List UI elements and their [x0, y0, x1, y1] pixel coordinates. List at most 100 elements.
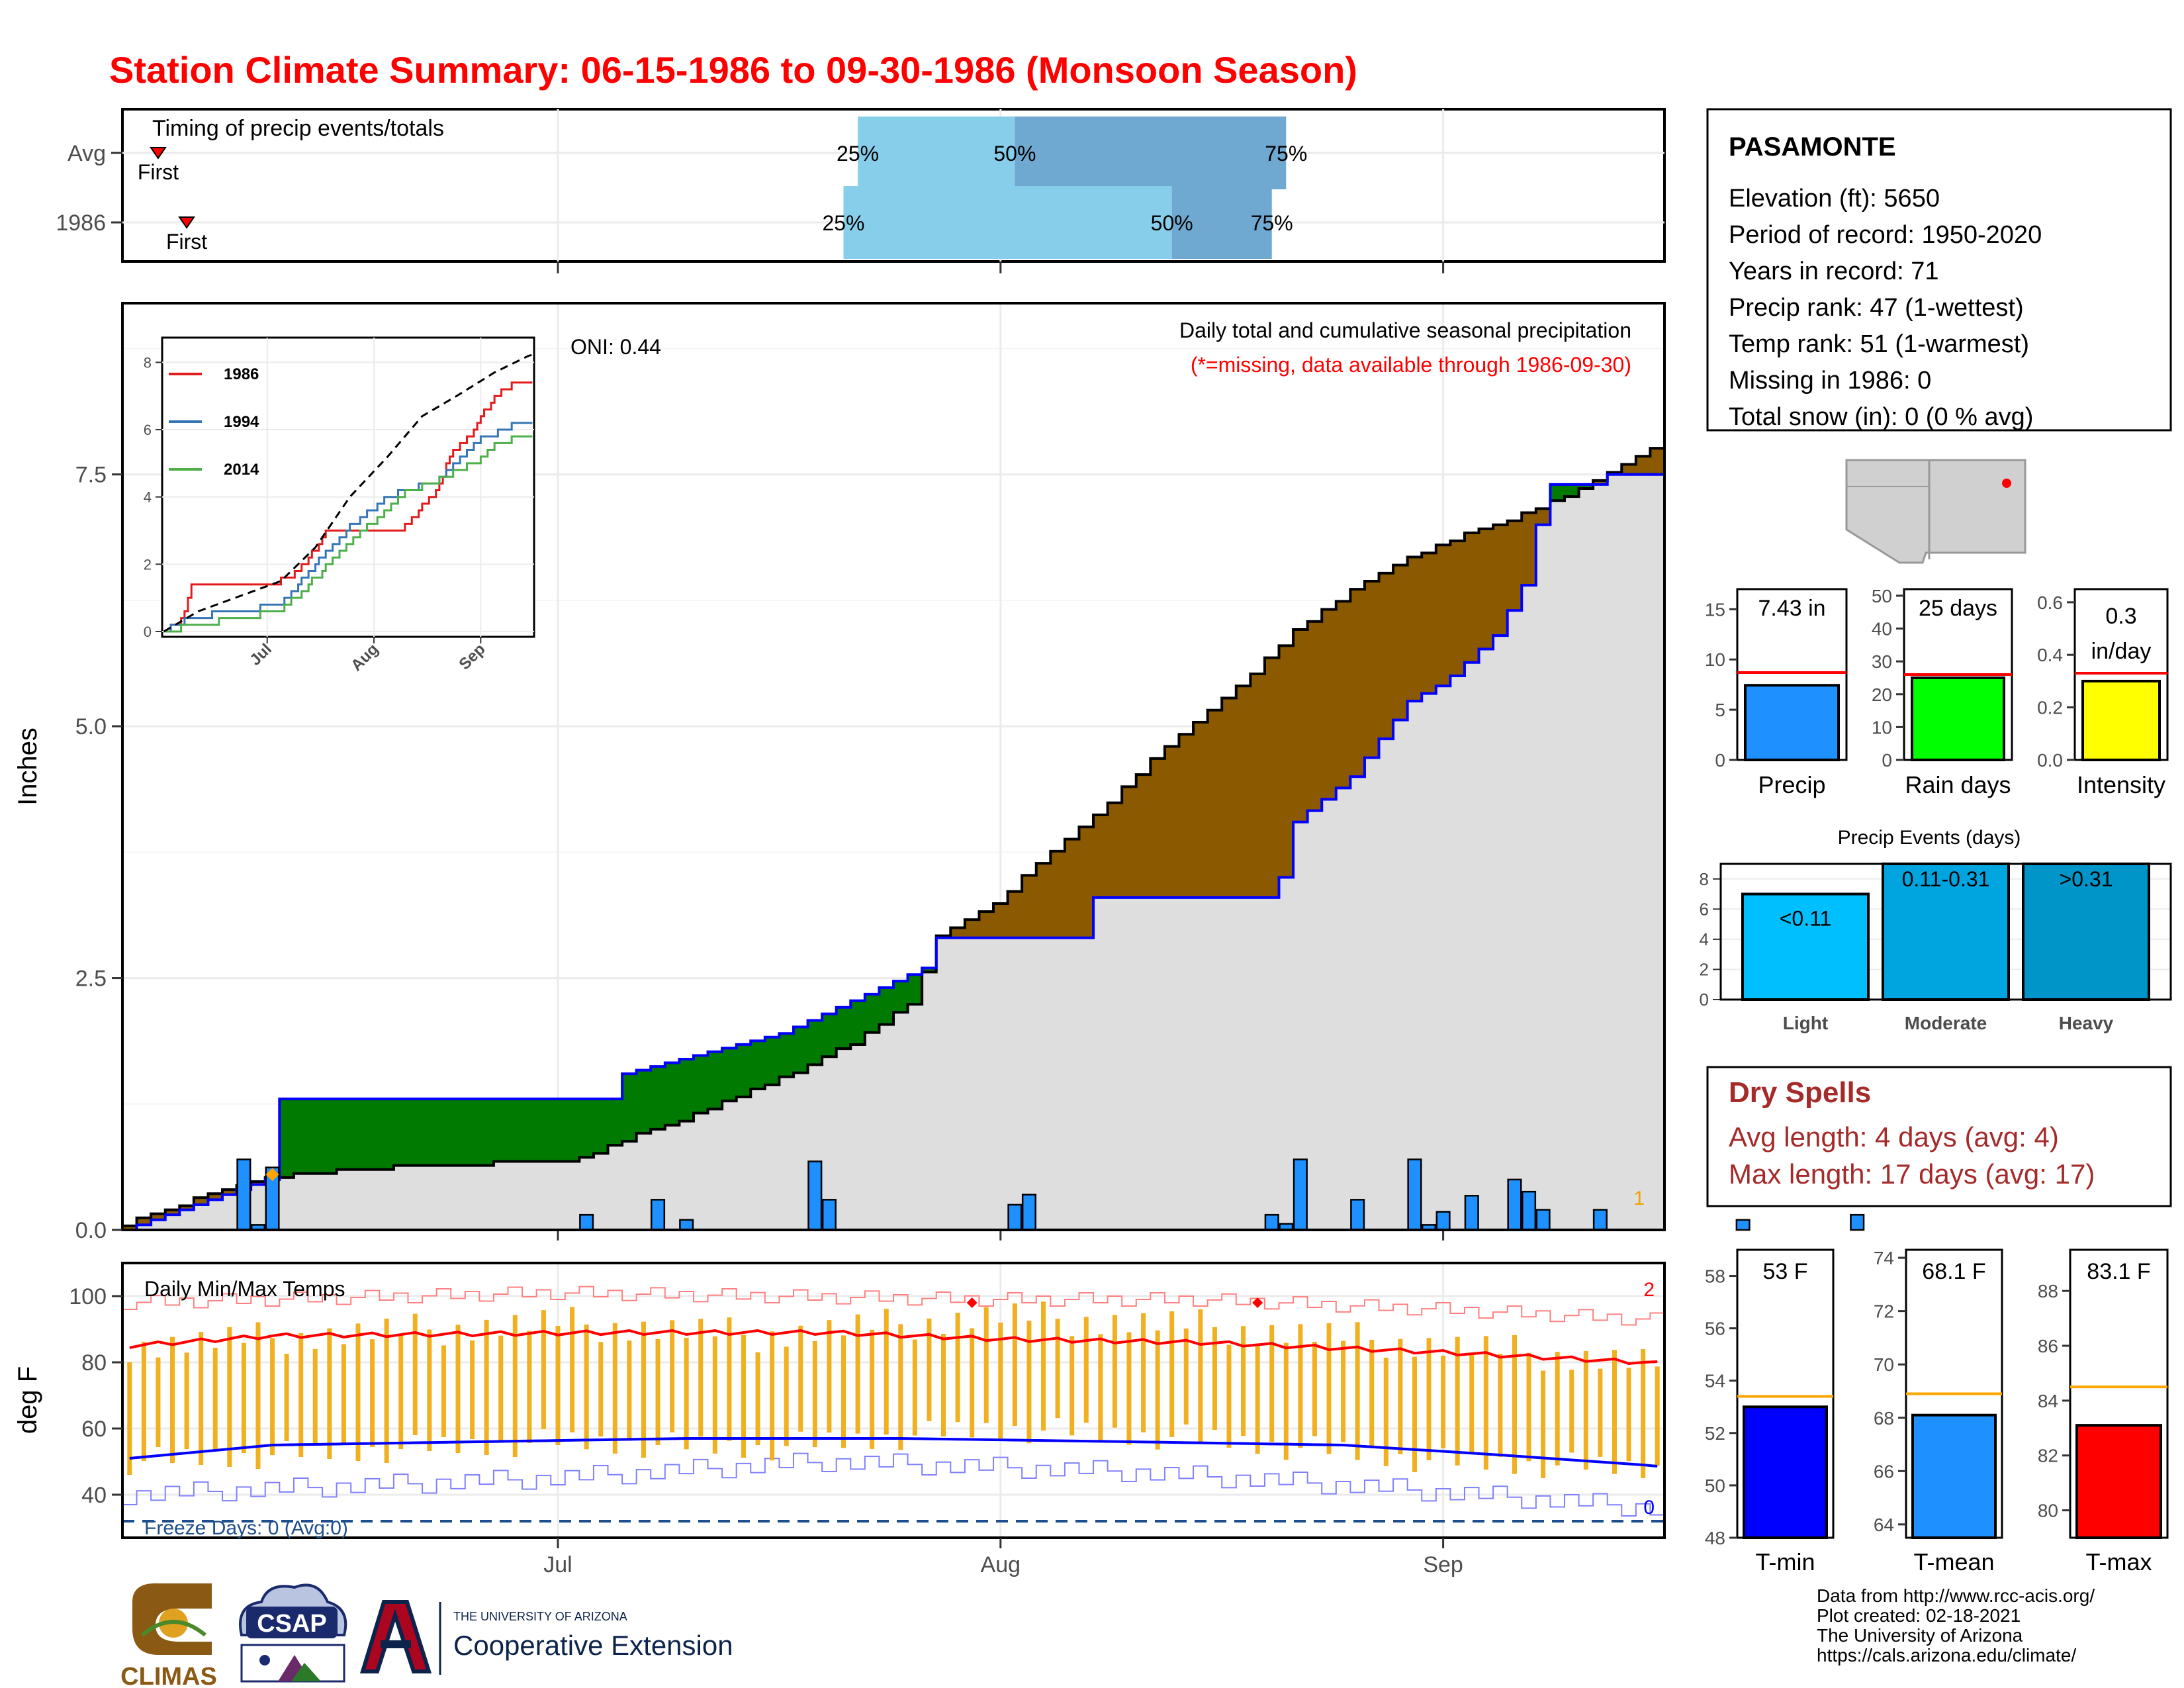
footer-university: The University of Arizona [1817, 1625, 2023, 1646]
inset-y-tick-label-1: 2 [144, 556, 152, 573]
inset-y-tick-label-4: 8 [144, 354, 152, 371]
station-years: Years in record: 71 [1729, 258, 1939, 285]
station-info-frame [1706, 108, 2172, 432]
footer-url: https://cals.arizona.edu/climate/ [1817, 1645, 2076, 1665]
first-event-marker-1 [178, 216, 195, 229]
temp-summary-tick-label-1-4: 72 [1874, 1301, 1894, 1322]
events-tick-label-3: 6 [1700, 899, 1709, 919]
summary-bar-0 [1744, 684, 1840, 761]
daily-precip-bar-23 [1850, 1213, 1865, 1231]
footer-plot-created: Plot created: 02-18-2021 [1817, 1605, 2021, 1626]
temp-y-tick-label-3: 100 [69, 1284, 107, 1309]
temp-x-tick-label-2: Sep [1423, 1552, 1463, 1577]
summary-tick-label-0-2: 10 [1705, 649, 1725, 670]
temp-summary-tick-label-0-2: 52 [1705, 1423, 1725, 1444]
summary-tick-label-0-1: 5 [1715, 700, 1725, 720]
timing-panel: 25%50%75%FirstLast25%50%75%FirstLa Timin… [56, 108, 1873, 273]
record-high-marker-1 [1252, 1297, 1263, 1308]
precip-ylabel: Inches [13, 727, 42, 806]
dry-spells-avg: Avg length: 4 days (avg: 4) [1729, 1121, 2059, 1152]
events-tick-label-4: 8 [1700, 869, 1709, 889]
inset-legend: 1986 1994 2014 [169, 365, 259, 479]
station-period: Period of record: 1950-2020 [1729, 221, 2042, 249]
precip-events-title: Precip Events (days) [1838, 827, 2021, 849]
station-elevation: Elevation (ft): 5650 [1729, 185, 1940, 212]
daily-precip-bar-5 [679, 1219, 694, 1231]
daily-precip-bar-18 [1507, 1178, 1522, 1231]
temp-summary-tick-label-1-0: 64 [1874, 1515, 1894, 1535]
csap-hill [291, 1663, 321, 1681]
temp-summary-bar-1 [1911, 1413, 1997, 1539]
summary-value-0: 7.43 in [1758, 596, 1825, 621]
daily-precip-bar-22 [1735, 1219, 1751, 1231]
inset-series-avg [163, 353, 533, 633]
record-low-line [122, 1452, 1664, 1517]
inset-legend-label-0: 1986 [224, 365, 259, 383]
temp-summary-tick-label-2-1: 82 [2038, 1446, 2058, 1466]
precip-corner-count: 1 [1633, 1188, 1645, 1209]
daily-precip-bar-6 [807, 1160, 823, 1231]
timing-panel-title: Timing of precip events/totals [152, 116, 444, 141]
record-high-marker-0 [966, 1297, 978, 1308]
inset-legend-label-2: 2014 [224, 461, 259, 479]
precip-events-frame [1719, 863, 2172, 1001]
temp-summary-value-0: 53 F [1762, 1259, 1807, 1284]
record-high-line [122, 1286, 1664, 1326]
precip-y-tick-label-2: 5.0 [75, 714, 107, 739]
daily-precip-bar-3 [579, 1213, 594, 1231]
temp-summary-tick-label-1-3: 70 [1874, 1354, 1894, 1375]
inset-lines [163, 353, 533, 633]
daily-precip-bar-0 [236, 1158, 251, 1231]
daily-precip-bar-8 [1007, 1203, 1023, 1231]
temp-summary-bar-2 [2075, 1424, 2162, 1539]
temp-summary-label-0: T-min [1756, 1548, 1815, 1575]
summary-label-2: Intensity [2077, 771, 2165, 798]
events-bar-2 [2022, 863, 2150, 1001]
temp-summary-label-1: T-mean [1913, 1548, 1994, 1575]
timing-row-label-year: 1986 [56, 211, 106, 236]
timing-bar-50-75-0 [1015, 117, 1287, 189]
timing-label-75-1: 75% [1251, 211, 1293, 235]
daily-precip-bar-4 [650, 1199, 666, 1231]
record-count: 2 [1643, 1279, 1655, 1301]
inset-y-tick-label-0: 0 [144, 624, 152, 640]
timing-bar-25-50-1 [843, 186, 1172, 259]
csap-dot [259, 1655, 270, 1665]
avg-surplus-area [279, 484, 1594, 1178]
station-temp-rank: Temp rank: 51 (1-warmest) [1729, 330, 2029, 358]
temp-y-tick-label-1: 60 [81, 1417, 107, 1442]
observed-cumulative-line [122, 447, 1664, 1227]
inset-series-1994 [163, 422, 533, 633]
precip-panel-frame [121, 302, 1666, 1231]
precip-y-tick-label-3: 7.5 [75, 463, 107, 488]
temp-chart [122, 1286, 1664, 1523]
daily-precip-bar-9 [1021, 1194, 1036, 1231]
events-label-2: Heavy [2059, 1013, 2114, 1033]
timing-label-50-0: 50% [993, 142, 1036, 165]
temp-summary-label-2: T-max [2085, 1548, 2152, 1575]
temp-y-axis: 40 60 80 100 [69, 1284, 122, 1508]
ua-big-text: Cooperative Extension [453, 1630, 733, 1661]
daily-precip-bar-17 [1464, 1195, 1479, 1231]
timing-label-75-0: 75% [1265, 142, 1307, 165]
dry-spells-max: Max length: 17 days (avg: 17) [1729, 1158, 2095, 1190]
first-event-marker-0 [150, 147, 167, 160]
temp-summary-tick-label-1-2: 68 [1874, 1408, 1894, 1429]
summary-tick-label-1-0: 0 [1882, 750, 1892, 771]
summary-bar-1 [1911, 676, 2005, 762]
summary-tick-label-1-4: 40 [1872, 619, 1892, 639]
temp-summary-tick-label-0-4: 56 [1705, 1319, 1725, 1339]
ua-small-text: THE UNIVERSITY OF ARIZONA [453, 1610, 627, 1623]
summary-tick-label-2-0: 0.0 [2037, 750, 2063, 771]
summary-tick-label-0-3: 15 [1705, 599, 1725, 620]
climas-logo: CLIMAS [120, 1583, 217, 1688]
temp-summary-tick-label-1-1: 66 [1874, 1461, 1894, 1481]
summary-tick-label-2-2: 0.4 [2037, 645, 2063, 665]
summary-value-2: 0.3 [2105, 604, 2136, 629]
station-location-dot [2002, 479, 2011, 488]
summary-bar-2 [2081, 679, 2161, 762]
daily-precip-bar-16 [1435, 1211, 1451, 1231]
footer-data-source: Data from http://www.rcc-acis.org/ [1817, 1585, 2095, 1606]
